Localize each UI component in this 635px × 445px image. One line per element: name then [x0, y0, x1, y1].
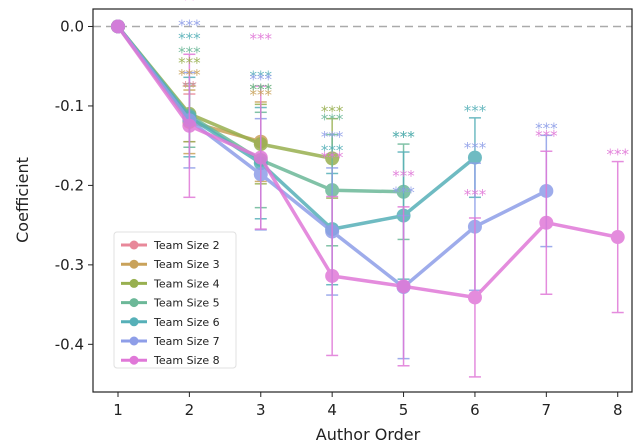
significance-marker: *** — [178, 44, 201, 62]
legend: Team Size 2 Team Size 3 Team Size 4 Team Si… — [113, 231, 237, 369]
y-tick-label: 0.0 — [60, 17, 84, 35]
y-tick-label: -0.4 — [55, 335, 84, 353]
legend-marker — [129, 355, 139, 365]
significance-marker: *** — [178, 54, 201, 72]
legend-box — [113, 231, 237, 369]
data-point — [110, 19, 125, 34]
y-tick-label: -0.1 — [55, 97, 84, 115]
data-point — [467, 150, 482, 165]
significance-marker: *** — [250, 68, 273, 86]
y-tick-label: -0.2 — [55, 176, 84, 194]
series-line — [116, 25, 477, 231]
legend-label: Team Size 2 — [153, 239, 220, 252]
significance-marker: *** — [321, 103, 344, 121]
significance-marker: *** — [178, 29, 201, 47]
x-tick-label: 2 — [185, 401, 195, 419]
significance-marker: ** — [182, 78, 198, 96]
data-point — [182, 118, 197, 133]
legend-marker — [129, 298, 139, 308]
legend-label: Team Size 8 — [153, 354, 220, 367]
legend-marker — [129, 259, 139, 269]
significance-marker: *** — [392, 167, 415, 185]
significance-marker: ** — [182, 0, 198, 8]
significance-marker: *** — [464, 102, 487, 120]
significance-marker: *** — [535, 119, 558, 137]
significance-marker: *** — [392, 184, 415, 202]
significance-marker: *** — [321, 111, 344, 129]
legend-label: Team Size 6 — [153, 316, 220, 329]
series-line — [116, 25, 619, 300]
legend-label: Team Size 7 — [153, 335, 220, 348]
data-point — [610, 230, 625, 245]
x-axis-label: Author Order — [316, 425, 421, 444]
significance-marker: *** — [321, 149, 344, 167]
significance-marker: *** — [392, 128, 415, 146]
series-team-size-8 — [110, 19, 625, 378]
significance-marker: *** — [464, 139, 487, 157]
x-tick-label: 1 — [113, 401, 123, 419]
significance-marker: *** — [392, 128, 415, 146]
significance-marker: *** — [178, 17, 201, 35]
data-point — [325, 268, 340, 283]
significance-marker: *** — [321, 128, 344, 146]
x-tick-label: 7 — [542, 401, 552, 419]
significance-marker: *** — [464, 186, 487, 204]
significance-marker: *** — [321, 141, 344, 159]
legend-label: Team Size 4 — [153, 277, 220, 290]
series-team-size-4 — [110, 19, 340, 199]
legend-marker — [129, 278, 139, 288]
data-point — [253, 150, 268, 165]
significance-marker: *** — [606, 146, 629, 164]
legend-marker — [129, 240, 139, 250]
x-tick-label: 4 — [327, 401, 337, 419]
significance-marker: *** — [250, 86, 273, 104]
legend-marker — [129, 336, 139, 346]
significance-marker: *** — [250, 80, 273, 98]
significance-marker: *** — [250, 71, 273, 89]
y-tick-label: -0.3 — [55, 256, 84, 274]
data-point — [467, 290, 482, 305]
significance-marker: *** — [535, 127, 558, 145]
legend-label: Team Size 3 — [153, 258, 220, 271]
significance-marker: *** — [250, 30, 273, 48]
plot-frame — [92, 8, 633, 393]
x-tick-label: 5 — [399, 401, 409, 419]
significance-marker: *** — [250, 80, 273, 98]
x-tick-label: 3 — [256, 401, 266, 419]
data-point — [396, 279, 411, 294]
x-tick-label: 6 — [470, 401, 480, 419]
legend-marker — [129, 317, 139, 327]
y-axis-label: Coefficient — [13, 157, 32, 243]
x-tick-label: 8 — [613, 401, 623, 419]
significance-marker: *** — [178, 66, 201, 84]
legend-label: Team Size 5 — [153, 297, 220, 310]
data-point — [539, 215, 554, 230]
